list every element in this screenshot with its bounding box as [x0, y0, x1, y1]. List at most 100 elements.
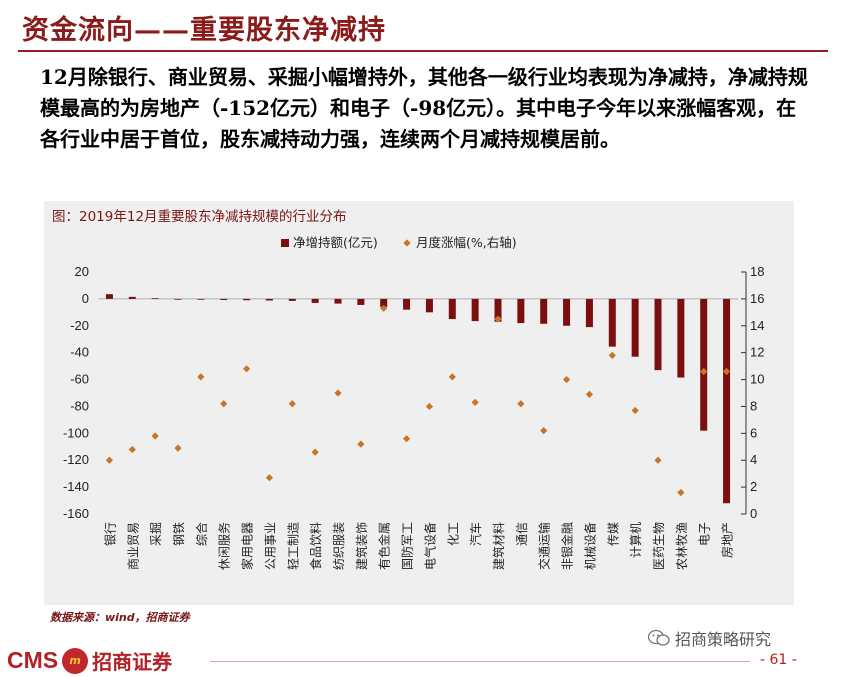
x-category-label: 建筑材料 — [491, 522, 506, 570]
title-divider — [18, 50, 828, 52]
bar-商业贸易 — [128, 296, 136, 299]
dot-钢铁 — [174, 444, 182, 452]
x-category-label: 休闲服务 — [217, 522, 232, 570]
x-category-label: 公用事业 — [263, 522, 277, 570]
x-category-label: 化工 — [446, 522, 460, 546]
bar-交通运输 — [540, 298, 548, 324]
dot-机械设备 — [585, 390, 594, 398]
bar-国防军工 — [403, 298, 411, 310]
dot-计算机 — [631, 406, 639, 415]
y-right-tick-label: 10 — [750, 372, 764, 387]
dot-化工 — [448, 373, 456, 381]
y-right-tick-label: 12 — [750, 345, 764, 360]
dot-轻工制造 — [288, 400, 296, 408]
x-category-label: 国防军工 — [400, 522, 415, 570]
y-left-tick-label: -60 — [70, 372, 89, 387]
logo-cms-text: CMS — [7, 647, 59, 673]
dot-家用电器 — [242, 365, 251, 373]
y-left-tick-label: -120 — [63, 452, 89, 467]
y-right-tick-label: 16 — [750, 291, 764, 306]
bar-休闲服务 — [220, 298, 228, 300]
bar-化工 — [448, 298, 456, 320]
dot-传媒 — [608, 351, 616, 359]
x-category-label: 有色金属 — [377, 522, 392, 570]
dot-休闲服务 — [220, 400, 228, 408]
dot-电子 — [700, 367, 708, 376]
x-category-label: 轻工制造 — [286, 522, 300, 570]
wechat-icon — [648, 629, 670, 646]
dot-采掘 — [151, 432, 159, 440]
x-category-label: 医药生物 — [652, 522, 666, 570]
bar-轻工制造 — [288, 298, 296, 301]
y-right-tick-label: 0 — [750, 506, 757, 521]
bar-建筑装饰 — [357, 298, 365, 305]
x-category-label: 交通运输 — [537, 522, 552, 570]
y-right-tick-label: 6 — [750, 425, 757, 440]
dot-医药生物 — [654, 456, 662, 464]
dot-汽车 — [471, 398, 479, 407]
y-right-tick-label: 8 — [750, 398, 757, 413]
y-left-tick-label: -20 — [70, 318, 89, 333]
x-category-label: 银行 — [103, 522, 117, 546]
bar-计算机 — [631, 298, 639, 357]
dot-房地产 — [722, 367, 731, 376]
bar-机械设备 — [585, 298, 593, 328]
slide-title: 资金流向——重要股东净减持 — [22, 15, 386, 46]
legend-bar-label: 净增持额(亿元) — [293, 235, 378, 250]
y-right-tick-label: 14 — [750, 318, 764, 333]
x-category-label: 钢铁 — [172, 522, 186, 546]
x-category-label: 纺织服装 — [332, 522, 346, 570]
x-category-label: 采掘 — [148, 522, 163, 546]
dot-非银金融 — [562, 375, 571, 384]
dot-食品饮料 — [311, 448, 319, 456]
bar-医药生物 — [654, 298, 662, 371]
company-logo: CMS m 招商证券 — [7, 646, 172, 675]
dot-商业贸易 — [128, 445, 136, 454]
intro-paragraph: 12月除银行、商业贸易、采掘小幅增持外，其他各一级行业均表现为净减持，净减持规模… — [40, 65, 808, 151]
dot-综合 — [197, 373, 205, 381]
bar-公用事业 — [265, 298, 273, 301]
y-left-tick-label: -80 — [70, 398, 89, 413]
bar-纺织服装 — [334, 298, 342, 304]
dot-纺织服装 — [334, 389, 342, 397]
y-left-tick-label: -160 — [63, 506, 89, 521]
bar-银行 — [105, 294, 113, 299]
dot-电气设备 — [425, 402, 434, 411]
bar-建筑材料 — [494, 298, 502, 322]
dot-有色金属 — [380, 304, 388, 312]
dot-公用事业 — [265, 474, 274, 482]
logo-cn-text: 招商证券 — [92, 650, 173, 674]
y-left-tick-label: -100 — [63, 425, 89, 440]
x-category-label: 食品饮料 — [308, 522, 323, 570]
bar-采掘 — [151, 298, 159, 300]
y-left-tick-label: 20 — [75, 264, 89, 279]
x-category-label: 农林牧渔 — [675, 522, 689, 570]
dot-农林牧渔 — [677, 488, 685, 497]
x-category-label: 电子 — [698, 522, 712, 546]
x-category-label: 商业贸易 — [125, 522, 140, 570]
legend-bar-swatch — [281, 239, 289, 247]
dot-建筑材料 — [494, 315, 502, 323]
bar-电子 — [700, 298, 708, 431]
data-source-note: 数据来源：wind，招商证券 — [50, 611, 190, 624]
x-category-label: 建筑装饰 — [354, 522, 369, 570]
dot-交通运输 — [540, 427, 548, 435]
x-category-label: 电气设备 — [422, 522, 437, 570]
y-left-tick-label: 0 — [82, 291, 89, 306]
dot-国防军工 — [402, 435, 411, 443]
x-category-label: 计算机 — [628, 522, 643, 558]
bar-汽车 — [471, 298, 479, 322]
bar-有色金属 — [380, 298, 388, 307]
page-number: - 61 - — [760, 652, 797, 668]
bar-房地产 — [723, 298, 731, 504]
logo-emblem-icon: m — [62, 647, 89, 674]
bar-农林牧渔 — [677, 298, 685, 378]
y-left-tick-label: -140 — [63, 479, 89, 494]
x-category-label: 汽车 — [468, 522, 483, 546]
bar-非银金融 — [563, 298, 571, 326]
bar-传媒 — [608, 298, 616, 347]
y-left-tick-label: -40 — [70, 345, 89, 360]
bar-钢铁 — [174, 298, 182, 300]
x-category-label: 传媒 — [605, 522, 620, 546]
